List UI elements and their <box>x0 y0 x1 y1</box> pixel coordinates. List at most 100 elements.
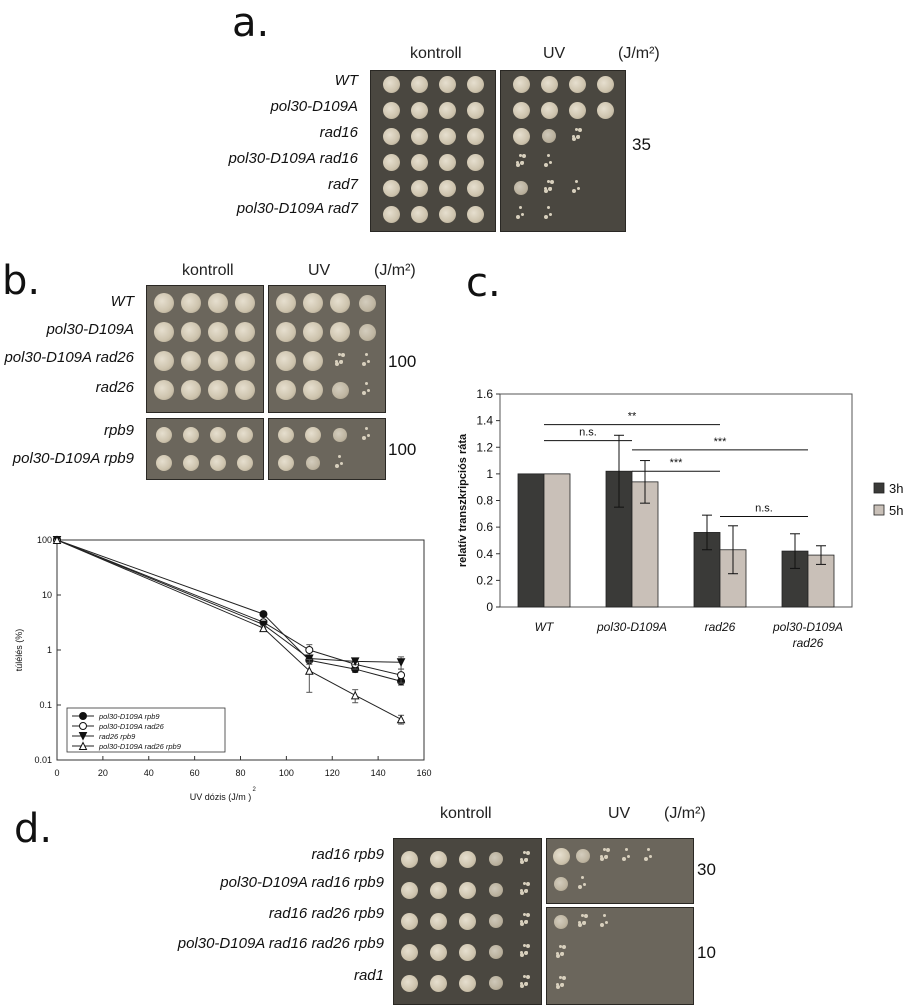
strain-label: pol30-D109A rpb9 <box>12 450 134 467</box>
colony-speck <box>547 186 552 191</box>
colony-speck <box>526 850 531 855</box>
colony-spot <box>181 322 201 342</box>
colony-spot <box>306 456 320 470</box>
data-point <box>78 741 88 750</box>
data-point <box>259 623 268 633</box>
colony-speck <box>562 944 567 949</box>
colony-speck <box>337 352 341 356</box>
colony-spot <box>458 943 476 961</box>
data-point <box>305 646 314 654</box>
colony-speck <box>520 212 524 216</box>
y-tick-label: 0.8 <box>476 494 493 508</box>
colony-speck <box>644 856 649 861</box>
colony-spot <box>181 380 201 400</box>
legend-label: pol30-D109A rad26 rpb9 <box>98 742 182 751</box>
colony-spot <box>488 944 504 960</box>
y-tick-label: 0.6 <box>476 520 493 534</box>
data-point <box>350 690 360 700</box>
colony-speck <box>599 855 603 859</box>
data-point <box>78 732 88 741</box>
bar-3h <box>781 550 809 608</box>
data-point <box>305 654 314 664</box>
strain-label: pol30-D109A rad26 <box>4 349 134 366</box>
colony-spot <box>181 293 201 313</box>
data-point <box>305 666 314 675</box>
colony-speck <box>519 951 523 955</box>
colony-speck <box>600 922 605 927</box>
colony-speck <box>519 889 523 893</box>
colony-spot <box>553 876 569 892</box>
panel-b-dose-top: 100 <box>388 352 417 371</box>
bar-5h <box>543 473 571 608</box>
colony-speck <box>520 890 525 895</box>
colony-spot <box>278 455 294 471</box>
colony-spot <box>181 351 201 371</box>
colony-speck <box>562 975 567 980</box>
colony-speck <box>582 882 586 886</box>
data-point <box>396 714 406 724</box>
colony-spot <box>208 293 228 313</box>
panel-c-bar-chart: 0 0.2 0.4 0.6 0.8 1 1.2 1.4 1.6 relatív transzkri… <box>457 387 903 650</box>
colony-spot <box>458 974 476 992</box>
colony-speck <box>556 984 561 989</box>
data-point <box>79 722 87 730</box>
colony-spot <box>410 75 428 93</box>
colony-spot <box>429 912 447 930</box>
colony-speck <box>600 856 605 861</box>
colony-spot <box>429 943 447 961</box>
colony-spot <box>488 913 504 929</box>
colony-spot <box>438 179 456 197</box>
colony-speck <box>519 160 524 165</box>
panel-d-header-control: kontroll <box>440 805 492 822</box>
colony-spot <box>154 322 174 342</box>
colony-speck <box>526 943 531 948</box>
colony-spot <box>466 205 484 223</box>
colony-spot <box>466 101 484 119</box>
colony-speck <box>520 983 525 988</box>
strain-label: rpb9 <box>103 422 134 439</box>
colony-speck <box>622 856 627 861</box>
colony-spot <box>305 427 321 443</box>
colony-spot <box>568 75 586 93</box>
panel-d-dose-bottom: 10 <box>697 943 716 962</box>
colony-speck <box>578 884 583 889</box>
x-tick-label: 100 <box>279 768 294 778</box>
panel-b-header-unit: (J/m²) <box>374 262 416 279</box>
y-tick-label: 0.01 <box>34 755 52 765</box>
significance-label: *** <box>714 436 728 448</box>
colony-spot <box>331 381 349 399</box>
colony-spot <box>575 848 591 864</box>
colony-speck <box>544 214 549 219</box>
colony-spot <box>466 75 484 93</box>
colony-spot <box>438 127 456 145</box>
colony-speck <box>520 859 525 864</box>
colony-speck <box>364 426 368 430</box>
colony-speck <box>578 127 583 132</box>
colony-speck <box>339 461 343 465</box>
colony-spot <box>156 455 172 471</box>
bar-3h <box>517 473 545 608</box>
colony-spot <box>235 351 255 371</box>
data-point <box>350 657 360 667</box>
colony-speck <box>519 858 523 862</box>
colony-speck <box>522 153 527 158</box>
colony-speck <box>546 179 550 183</box>
panel-a-uv-plate <box>500 70 626 232</box>
colony-spot <box>276 351 296 371</box>
colony-spot <box>237 427 253 443</box>
colony-spot <box>429 850 447 868</box>
colony-speck <box>648 854 652 858</box>
colony-speck <box>523 950 528 955</box>
legend-label: pol30-D109A rpb9 <box>98 712 160 721</box>
x-tick-label: 60 <box>190 768 200 778</box>
colony-spot <box>438 101 456 119</box>
data-point <box>52 535 62 544</box>
legend-swatch <box>873 482 885 494</box>
colony-speck <box>362 435 367 440</box>
colony-spot <box>512 75 530 93</box>
colony-spot <box>183 455 199 471</box>
colony-speck <box>518 153 522 157</box>
colony-spot <box>488 975 504 991</box>
colony-speck <box>559 982 564 987</box>
colony-spot <box>429 974 447 992</box>
